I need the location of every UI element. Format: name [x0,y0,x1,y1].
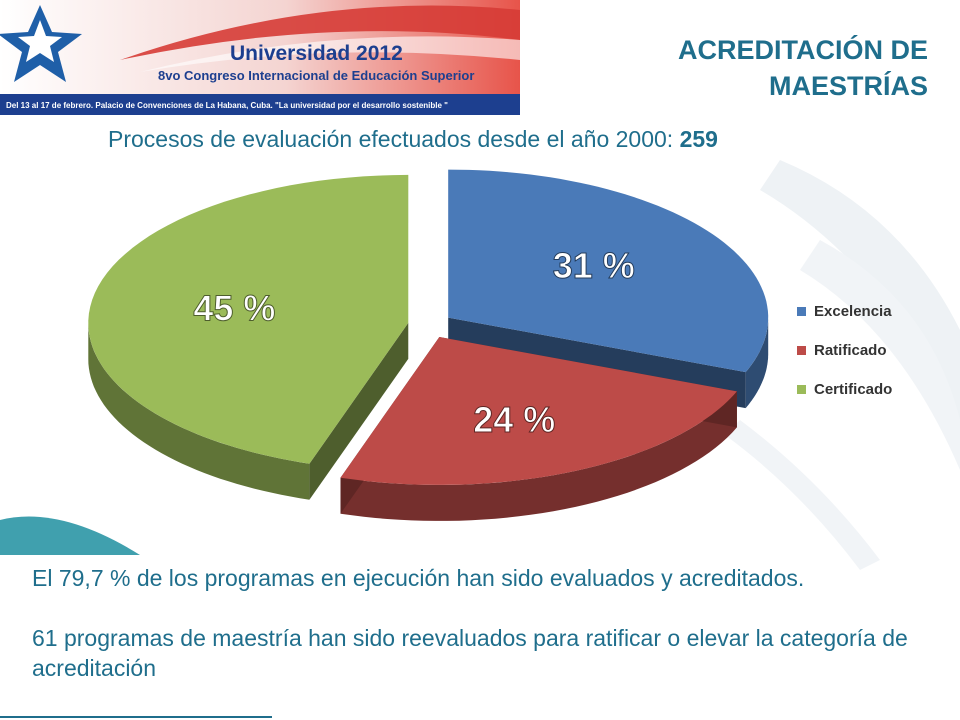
pie-slice-side [745,317,769,409]
data-label-certificado: 45 % [193,288,275,329]
banner-strip-text: Del 13 al 17 de febrero. Palacio de Conv… [6,101,448,110]
chart-legend: Excelencia Ratificado Certificado [797,292,892,409]
footer-divider [0,716,272,718]
body-line-2: 61 programas de maestría han sido reeval… [32,625,908,681]
body-text: El 79,7 % de los programas en ejecución … [32,563,932,683]
star-logo-icon [0,5,82,82]
subtitle-prefix: Procesos de evaluación efectuados desde … [108,126,674,152]
legend-swatch [797,346,806,355]
slide-title-line1: ACREDITACIÓN DE [677,35,928,65]
subtitle-count: 259 [679,126,718,152]
pie-slice-top [340,336,737,485]
legend-swatch [797,307,806,316]
pie-slice-certificado [88,174,409,500]
banner-logo-subtitle: 8vo Congreso Internacional de Educación … [158,68,474,83]
legend-item-excelencia: Excelencia [797,292,892,331]
data-label-ratificado: 24 % [473,399,555,440]
pie-slice-top [88,174,409,464]
legend-item-certificado: Certificado [797,370,892,409]
legend-swatch [797,385,806,394]
pie-slice-top [448,169,769,373]
pie-chart: 31 % 24 % 45 % [88,169,769,521]
banner-logo-title: Universidad 2012 [230,42,403,65]
pie-slice-wall [309,322,409,500]
slide-title: ACREDITACIÓN DE MAESTRÍAS [628,32,928,104]
pie-slice-ratificado [340,336,737,521]
legend-item-ratificado: Ratificado [797,331,892,370]
legend-label: Excelencia [814,303,892,320]
body-line-1: El 79,7 % de los programas en ejecución … [32,565,805,591]
chart-subtitle: Procesos de evaluación efectuados desde … [108,126,718,153]
pie-slice-side [88,322,310,500]
data-label-excelencia: 31 % [553,245,635,286]
pie-slice-side [340,391,737,521]
legend-label: Certificado [814,381,893,398]
legend-label: Ratificado [814,342,887,359]
conference-banner: Universidad 2012 8vo Congreso Internacio… [0,0,520,115]
slide-title-line2: MAESTRÍAS [768,71,928,101]
